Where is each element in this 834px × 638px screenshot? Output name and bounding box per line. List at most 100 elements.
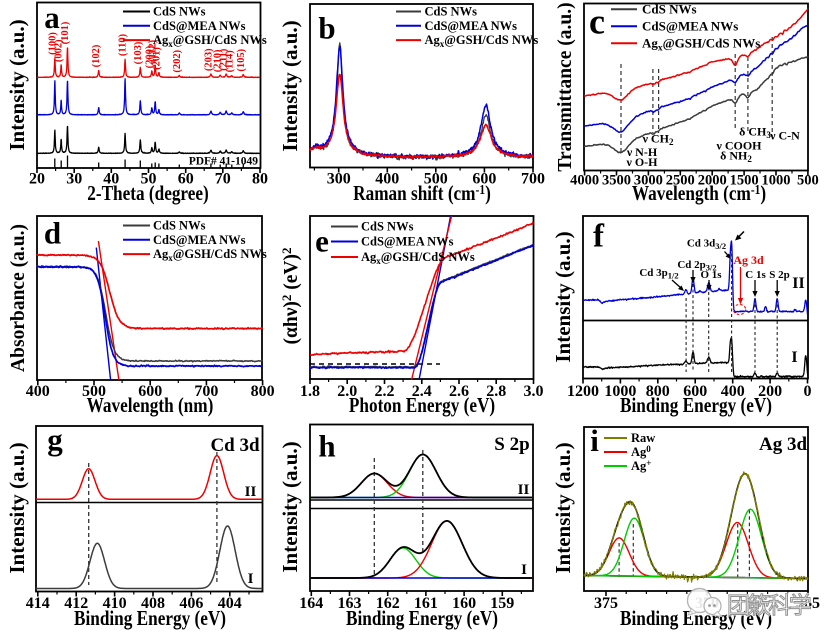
svg-text:500: 500 — [82, 383, 106, 400]
svg-text:Intensity (a.u.): Intensity (a.u.) — [278, 20, 302, 151]
svg-text:159: 159 — [490, 595, 514, 612]
svg-text:CdS@MEA NWs: CdS@MEA NWs — [642, 19, 738, 34]
svg-text:Absorbance (a.u.): Absorbance (a.u.) — [8, 224, 29, 372]
svg-text:CdS NWs: CdS NWs — [425, 5, 478, 19]
svg-text:CdS NWs: CdS NWs — [153, 219, 206, 233]
svg-text:162: 162 — [376, 595, 400, 612]
svg-text:II: II — [245, 484, 257, 500]
svg-text:CdS@MEA NWs: CdS@MEA NWs — [153, 19, 246, 33]
svg-text:Agx@GSH/CdS NWs: Agx@GSH/CdS NWs — [153, 247, 267, 263]
svg-text:500: 500 — [797, 173, 819, 189]
svg-text:3000: 3000 — [634, 173, 663, 189]
svg-text:406: 406 — [179, 595, 203, 612]
svg-text:Intensity (a.u.): Intensity (a.u.) — [5, 442, 29, 573]
svg-text:(110): (110) — [118, 33, 129, 56]
svg-text:CdS@MEA NWs: CdS@MEA NWs — [153, 233, 246, 247]
svg-text:163: 163 — [338, 595, 362, 612]
svg-text:b: b — [318, 11, 335, 46]
svg-text:1200: 1200 — [567, 383, 599, 400]
svg-text:408: 408 — [141, 595, 165, 612]
svg-text:C 1s: C 1s — [745, 269, 766, 281]
svg-text:(201): (201) — [151, 47, 162, 70]
svg-text:(203): (203) — [203, 48, 214, 71]
svg-text:Raw: Raw — [631, 431, 655, 445]
svg-text:Wavelength (nm): Wavelength (nm) — [87, 395, 214, 418]
svg-text:50: 50 — [141, 171, 157, 188]
svg-text:ν C-N: ν C-N — [769, 129, 800, 143]
svg-text:600: 600 — [138, 383, 162, 400]
svg-text:1500: 1500 — [730, 173, 759, 189]
svg-text:Cd 3p1/2: Cd 3p1/2 — [639, 267, 678, 281]
svg-text:δ NH2: δ NH2 — [720, 149, 752, 165]
svg-text:(002): (002) — [54, 39, 65, 62]
svg-text:(101): (101) — [60, 21, 71, 44]
svg-text:2000: 2000 — [698, 173, 727, 189]
svg-text:f: f — [593, 219, 605, 255]
svg-text:I: I — [248, 571, 254, 587]
svg-text:S 2p: S 2p — [494, 434, 529, 455]
svg-text:d: d — [44, 216, 61, 251]
svg-text:2500: 2500 — [666, 173, 695, 189]
svg-text:ν O-H: ν O-H — [625, 155, 658, 169]
svg-text:3.0: 3.0 — [524, 383, 544, 400]
svg-text:Wavelength (cm-1): Wavelength (cm-1) — [632, 182, 766, 205]
svg-text:Binding Energy (eV): Binding Energy (eV) — [346, 608, 498, 631]
svg-text:ν N-H: ν N-H — [626, 145, 658, 159]
svg-text:(105): (105) — [236, 48, 247, 71]
svg-text:(210): (210) — [213, 49, 224, 72]
svg-text:Cd 2p3/2: Cd 2p3/2 — [677, 259, 716, 273]
svg-text:400: 400 — [721, 383, 745, 400]
svg-text:ν CH2: ν CH2 — [642, 132, 674, 148]
svg-text:500: 500 — [424, 171, 448, 188]
svg-text:团簌科学: 团簌科学 — [727, 592, 811, 618]
svg-text:80: 80 — [252, 171, 268, 188]
svg-text:375: 375 — [594, 595, 618, 612]
svg-text:700: 700 — [521, 171, 545, 188]
svg-text:40: 40 — [103, 171, 119, 188]
svg-text:e: e — [315, 224, 329, 259]
svg-text:2.6: 2.6 — [449, 383, 469, 400]
svg-text:Intensity (a.u.): Intensity (a.u.) — [278, 441, 302, 572]
svg-text:CdS NWs: CdS NWs — [642, 2, 697, 17]
svg-text:2-Theta (degree): 2-Theta (degree) — [87, 183, 209, 206]
svg-text:CdS@MEA NWs: CdS@MEA NWs — [361, 235, 454, 249]
svg-text:S 2p: S 2p — [769, 269, 790, 281]
svg-text:g: g — [47, 422, 63, 457]
svg-text:II: II — [518, 482, 530, 498]
svg-text:Raman shift (cm-1): Raman shift (cm-1) — [353, 182, 491, 205]
svg-text:团簌科学: 团簌科学 — [727, 592, 811, 618]
svg-text:600: 600 — [472, 171, 496, 188]
svg-text:(112): (112) — [148, 39, 159, 62]
svg-text:(αhν)2 (eV)2: (αhν)2 (eV)2 — [279, 247, 302, 344]
svg-text:160: 160 — [452, 595, 476, 612]
svg-text:300: 300 — [327, 171, 351, 188]
svg-text:a: a — [44, 0, 60, 35]
svg-text:30: 30 — [66, 171, 82, 188]
svg-text:200: 200 — [758, 383, 782, 400]
svg-text:1.8: 1.8 — [300, 383, 320, 400]
svg-text:i: i — [590, 423, 599, 458]
svg-text:60: 60 — [178, 171, 194, 188]
svg-text:Cd 3d: Cd 3d — [210, 435, 260, 456]
svg-text:(102): (102) — [91, 44, 102, 67]
svg-text:800: 800 — [251, 383, 275, 400]
svg-text:Ag 3d: Ag 3d — [733, 253, 764, 267]
svg-text:c: c — [589, 2, 605, 42]
svg-text:ν COOH: ν COOH — [715, 139, 762, 153]
svg-text:Intensity (a.u.): Intensity (a.u.) — [5, 19, 29, 150]
svg-text:414: 414 — [26, 595, 50, 612]
svg-text:(114): (114) — [224, 50, 235, 73]
svg-text:2.4: 2.4 — [412, 383, 432, 400]
svg-text:412: 412 — [64, 595, 88, 612]
svg-text:Agx@GSH/CdS NWs: Agx@GSH/CdS NWs — [425, 33, 539, 49]
svg-text:(211): (211) — [219, 48, 230, 71]
svg-text:800: 800 — [646, 383, 670, 400]
svg-text:O 1s: O 1s — [700, 269, 722, 281]
svg-text:Photon Energy (eV): Photon Energy (eV) — [349, 395, 495, 418]
svg-text:Cd 3d3/2: Cd 3d3/2 — [687, 238, 726, 252]
svg-text:Intensity (a.u.): Intensity (a.u.) — [551, 231, 575, 362]
svg-text:365: 365 — [796, 595, 820, 612]
svg-text:410: 410 — [103, 595, 127, 612]
svg-text:Binding Energy (eV): Binding Energy (eV) — [620, 395, 772, 418]
svg-text:400: 400 — [26, 383, 50, 400]
